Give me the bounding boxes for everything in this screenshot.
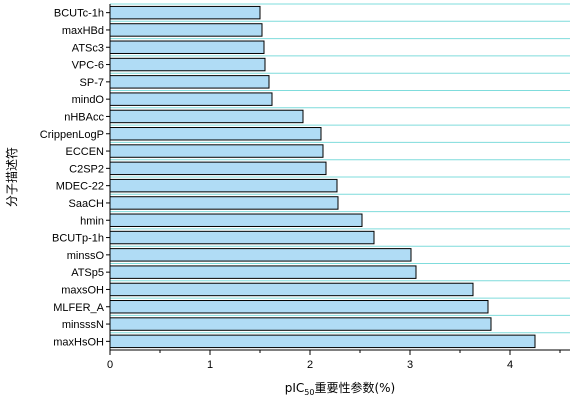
y-tick-label: minsssN [62,319,104,331]
y-tick-label: maxsOH [61,284,104,296]
bars-group [109,5,536,349]
y-tick-label: BCUTc-1h [54,8,104,20]
bar-nhbacc [109,109,304,124]
y-tick-label: SP-7 [80,77,104,89]
bar-maxhbd [109,23,263,37]
bar-bcutp-1h [109,230,375,245]
x-tick-label: 2 [307,359,313,371]
y-tick-label: ATSp5 [71,267,104,279]
bar-vpc-6 [109,57,266,72]
y-tick-label: maxHBd [62,25,104,37]
x-ticks: 0 1 2 3 4 [107,350,561,371]
x-axis-title-sub: 50 [304,388,314,397]
y-ticks: BCUTc-1h maxHBd ATSc3 VPC-6 SP-7 mindO nHBAcc C… [40,8,110,348]
y-tick-label: mindO [72,94,105,106]
bar-eccen [109,144,324,158]
x-tick-label: 0 [107,359,113,371]
bar-bcutc-1h [109,5,261,20]
bar-hmin [109,213,363,227]
bar-c2sp2 [109,161,327,176]
y-tick-label: C2SP2 [69,163,104,175]
x-tick-label: 1 [207,359,213,371]
grid-lines [110,3,570,334]
y-tick-label: minssO [67,250,105,262]
x-tick-label: 3 [407,359,413,371]
y-tick-label: hmin [80,215,104,227]
y-tick-label: MDEC-22 [56,181,104,193]
y-tick-label: VPC-6 [72,60,104,72]
bar-crippenlogp [109,127,322,141]
x-axis-title-rest: 重要性参数(%) [314,380,395,395]
bar-minsso [109,248,412,262]
bar-mdec-22 [109,178,338,193]
bar-maxsoh [109,282,474,297]
y-tick-label: ECCEN [65,146,104,158]
x-axis-title: pIC50重要性参数(%) [285,380,396,397]
y-axis-title: 分子描述符 [4,147,19,207]
bar-mlfer-a [109,300,489,314]
bar-maxhsoh [109,334,536,349]
y-tick-label: MLFER_A [53,302,104,314]
axes-group [109,4,570,351]
y-tick-label: CrippenLogP [40,129,104,141]
bar-atsp5 [109,265,417,279]
x-axis-title-main: pIC [285,381,305,395]
y-tick-label: SaaCH [69,198,105,210]
bar-mindo [109,92,273,106]
bar-sp-7 [109,75,270,89]
y-tick-label: ATSc3 [72,42,104,54]
x-tick-label: 4 [507,359,513,371]
y-tick-label: maxHsOH [53,336,104,348]
bar-saach [109,196,339,210]
y-tick-label: nHBAcc [64,111,104,123]
y-tick-label: BCUTp-1h [52,233,104,245]
bar-atsc3 [109,40,265,54]
bar-minsssn [109,317,492,331]
